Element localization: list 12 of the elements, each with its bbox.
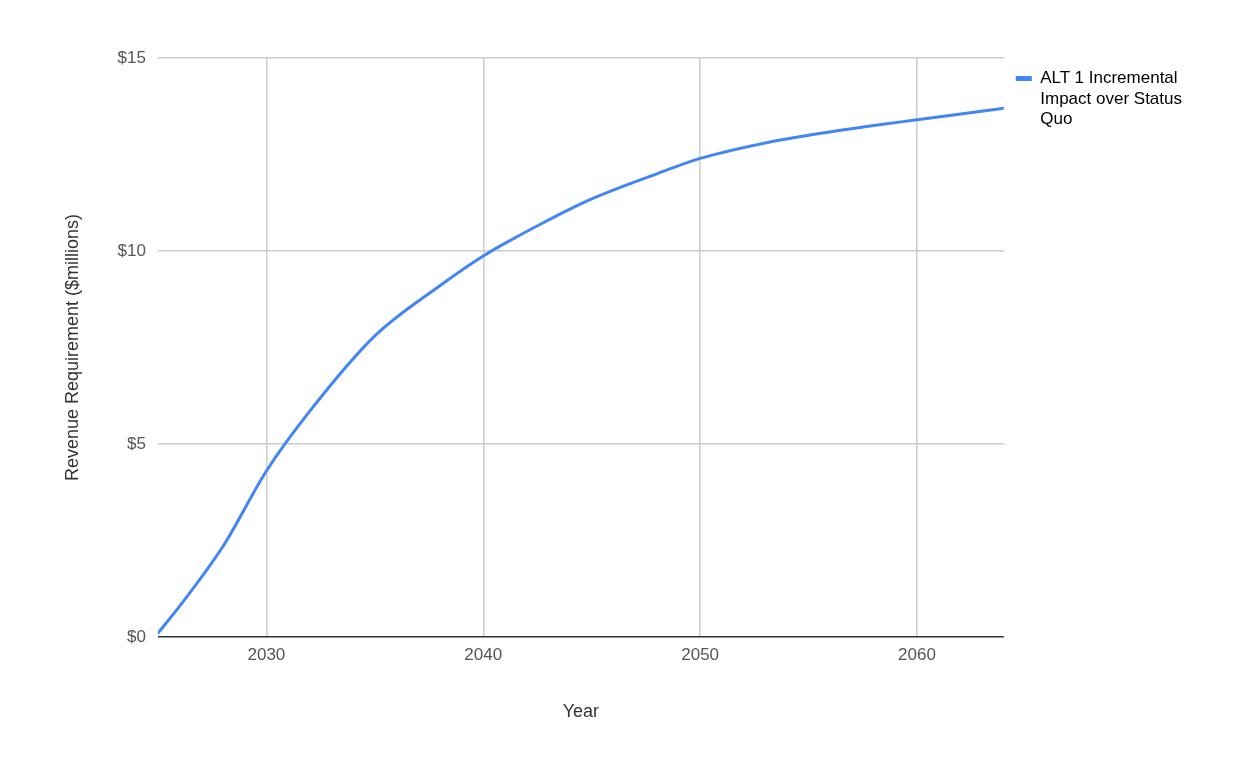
- legend-label: ALT 1 Incremental Impact over Status Quo: [1040, 68, 1183, 128]
- y-tick-label: $15: [117, 47, 146, 67]
- y-axis-title: Revenue Requirement ($millions): [61, 213, 82, 482]
- x-tick-label: 2030: [247, 644, 286, 664]
- y-tick-label: $5: [127, 433, 146, 453]
- y-tick-label: $10: [117, 240, 146, 260]
- x-tick-label: 2060: [898, 644, 936, 664]
- x-tick-label: 2050: [681, 644, 720, 664]
- x-tick-label: 2040: [464, 644, 503, 664]
- x-axis-title: Year: [562, 701, 600, 722]
- line-series: [157, 106, 1004, 635]
- y-tick-label: $0: [127, 626, 146, 646]
